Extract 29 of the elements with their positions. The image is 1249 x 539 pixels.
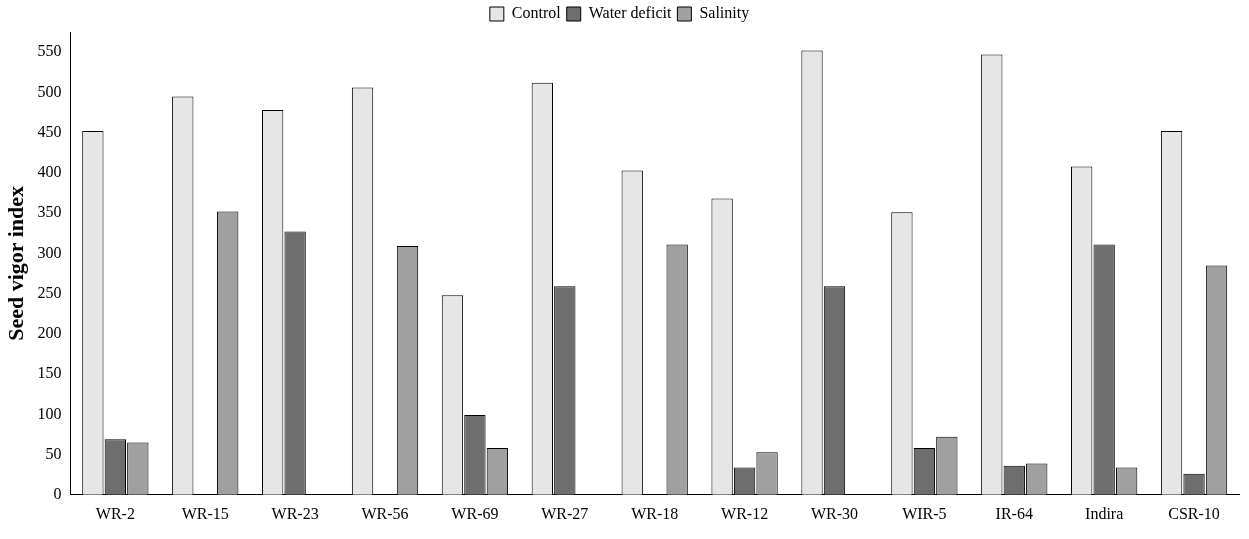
y-tick-label: 250 [37,283,62,301]
x-tick-label: WR-12 [721,504,769,522]
x-tick-label: WR-18 [631,504,679,522]
x-tick-label: WR-56 [361,504,409,522]
y-tick-label: 550 [37,42,62,60]
x-tick-label: Indira [1085,504,1124,522]
y-tick-label: 100 [37,404,62,422]
x-tick-label: WR-30 [810,504,859,522]
y-tick-label: 200 [37,324,62,342]
x-tick-label: WR-23 [271,504,319,522]
x-tick-label: CSR-10 [1168,504,1220,522]
y-tick-label: 400 [37,163,62,181]
y-tick-label: 300 [37,243,62,261]
legend-label: Water deficit [588,4,672,22]
legend-label: Control [511,4,562,22]
y-tick-label: 450 [37,122,62,140]
y-tick-label: 500 [37,82,62,100]
x-tick-label: WR-15 [181,504,229,522]
x-tick-label: WIR-5 [902,504,947,522]
x-tick-label: WR-2 [95,504,135,522]
x-tick-label: IR-64 [995,504,1033,522]
y-axis-title: Seed vigor index [2,185,28,341]
x-tick-label: WR-69 [451,504,499,522]
y-tick-label: 50 [45,444,62,462]
y-tick-label: 350 [37,203,62,221]
y-tick-label: 150 [37,364,62,382]
legend-label: Salinity [699,4,750,23]
x-tick-label: WR-27 [541,504,589,522]
y-tick-label: 0 [53,485,62,502]
